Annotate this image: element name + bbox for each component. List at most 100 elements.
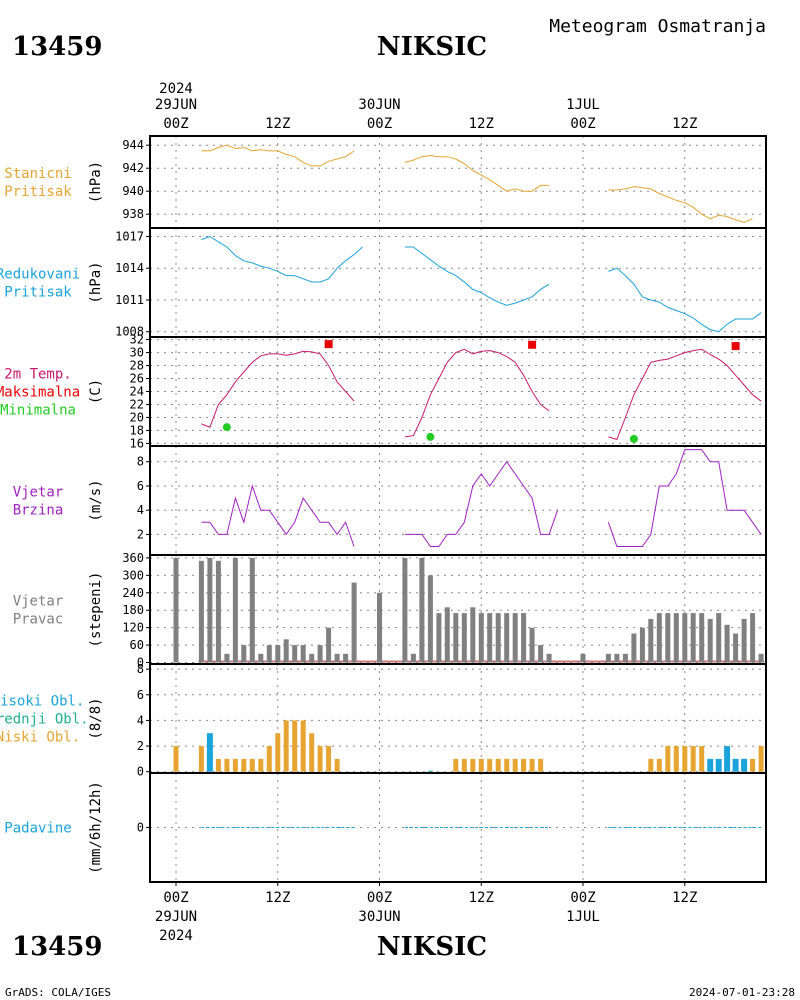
bar-mark — [682, 746, 688, 772]
series-line — [404, 348, 550, 438]
min-temp-marker — [426, 432, 435, 441]
bar-mark — [741, 618, 747, 663]
bar-mark — [249, 557, 255, 663]
y-tick-label: 20 — [130, 410, 144, 424]
bar-mark — [478, 758, 484, 772]
bar-mark — [283, 720, 289, 772]
panel-unit-label: (8/8) — [88, 697, 104, 739]
bar-mark — [326, 746, 332, 772]
y-tick-label: 2 — [137, 739, 144, 753]
bar-mark — [215, 560, 221, 663]
series-line — [404, 460, 559, 547]
y-tick-label: 360 — [122, 551, 144, 565]
bar-mark — [758, 746, 764, 772]
bar-mark — [461, 613, 467, 663]
bar-mark — [715, 758, 722, 772]
top-hour-label: 00Z — [570, 116, 595, 132]
bar-mark — [258, 758, 264, 772]
bar-mark — [343, 653, 349, 663]
bar-mark — [444, 607, 450, 663]
bar-mark — [495, 758, 501, 772]
bar-mark — [173, 557, 179, 663]
y-tick-label: 26 — [130, 372, 144, 386]
bar-mark — [300, 720, 306, 772]
bar-mark — [724, 746, 731, 772]
top-year-label: 2024 — [159, 81, 193, 97]
panel-station_pressure: 938 940 942 944 (hPa) Stanicni Pritisak — [4, 135, 767, 229]
bar-mark — [733, 633, 739, 663]
bar-mark — [198, 560, 204, 663]
min-temp-marker — [629, 434, 638, 443]
bar-mark — [377, 592, 382, 663]
bar-mark — [410, 653, 416, 663]
bar-mark — [198, 746, 204, 772]
bar-mark — [495, 613, 501, 663]
bar-mark — [436, 613, 442, 663]
y-tick-label: 2 — [137, 527, 144, 541]
bottom-date-label: 29JUN — [155, 909, 197, 925]
y-tick-label: 24 — [130, 385, 144, 399]
y-tick-label: 60 — [130, 638, 144, 652]
bar-mark — [334, 758, 340, 772]
y-tick-label: 4 — [137, 713, 144, 727]
y-tick-label: 300 — [122, 568, 144, 582]
bar-mark — [716, 613, 722, 663]
panel-label: Srednji Obl. — [0, 712, 89, 728]
panel-label: Brzina — [13, 503, 64, 519]
min-temp-marker — [222, 423, 231, 432]
panel-unit-label: (mm/6h/12h) — [88, 781, 104, 874]
bar-mark — [724, 624, 730, 663]
panel-frame — [149, 227, 767, 338]
bar-mark — [309, 653, 315, 663]
bar-mark — [622, 653, 628, 663]
panel-unit-label: (hPa) — [88, 161, 104, 203]
bar-mark — [470, 758, 476, 772]
bar-mark — [504, 613, 510, 663]
panel-label: Vjetar — [13, 594, 64, 610]
bar-mark — [699, 746, 705, 772]
y-tick-label: 1011 — [115, 293, 144, 307]
bar-mark — [707, 758, 714, 772]
y-tick-label: 938 — [122, 207, 144, 221]
max-temp-marker — [324, 340, 333, 349]
bar-mark — [648, 758, 654, 772]
bar-mark — [258, 653, 264, 663]
bar-mark — [538, 758, 544, 772]
bottom-date-label: 1JUL — [566, 909, 600, 925]
panels: 938 940 942 944 (hPa) Stanicni Pritisak 1008 101… — [0, 135, 767, 883]
bar-mark — [546, 653, 552, 663]
bar-mark — [275, 733, 281, 772]
panel-clouds: 0 2 4 6 8 (8/8)Visoki Obl. Srednji Obl. Niski O… — [0, 662, 767, 779]
y-tick-label: 120 — [122, 621, 144, 635]
station-name-top: NIKSIC — [377, 32, 487, 62]
y-tick-label: 4 — [137, 503, 144, 517]
top-hour-label: 12Z — [469, 116, 494, 132]
series-line — [608, 267, 762, 333]
bar-mark — [521, 758, 527, 772]
y-tick-label: 942 — [122, 161, 144, 175]
bar-mark — [504, 758, 510, 772]
bar-mark — [292, 720, 298, 772]
y-tick-label: 944 — [122, 138, 144, 152]
bar-mark — [207, 557, 213, 663]
bar-mark — [470, 607, 476, 663]
bar-mark — [215, 758, 221, 772]
bottom-hour-label: 12Z — [469, 890, 494, 906]
y-tick-label: 0 — [137, 656, 144, 670]
top-date-label: 29JUN — [155, 97, 197, 113]
top-hour-label: 00Z — [367, 116, 392, 132]
bar-mark — [232, 758, 238, 772]
bar-mark — [605, 653, 611, 663]
bar-mark — [453, 758, 459, 772]
y-tick-label: 940 — [122, 184, 144, 198]
panel-frame — [149, 445, 767, 556]
panel-wind_speed: 2 4 6 8 (m/s) Vjetar Brzina — [13, 445, 767, 556]
top-time-axis: 29JUN 00Z 12Z 30JUN 00Z 12Z 1JUL 00Z 12Z — [155, 97, 697, 132]
bottom-year-label: 2024 — [159, 928, 193, 944]
bar-mark — [317, 746, 323, 772]
bar-mark — [478, 613, 484, 663]
series-line — [201, 350, 355, 428]
y-tick-label: 16 — [130, 436, 144, 450]
